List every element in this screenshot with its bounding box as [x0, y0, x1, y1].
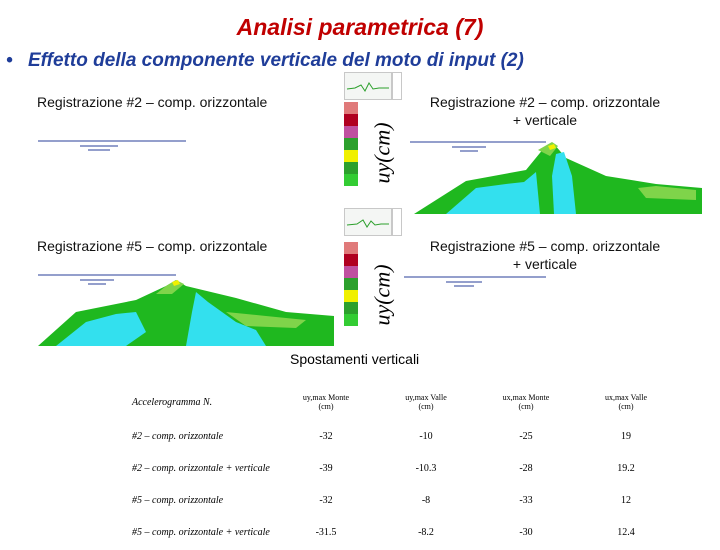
table-row: #2 – comp. orizzontale + verticale -39 -…: [128, 450, 676, 486]
cell-ux-monte: -33: [519, 494, 533, 506]
results-table: Accelerogramma N. uy,max Monte (cm) uy,m…: [128, 382, 676, 550]
label-line-1: Registrazione #2 – comp. orizzontale: [429, 94, 661, 110]
label-rec5-horizontal: Registrazione #5 – comp. orizzontale: [37, 238, 268, 254]
dam-section-top-right: [410, 141, 702, 214]
cell-uy-monte: -32: [319, 430, 333, 442]
cell-uy-monte: -39: [319, 462, 333, 474]
cell-uy-monte: -32: [319, 494, 333, 506]
input-motion-thumbnail-bottom: [344, 208, 392, 236]
cell-ux-monte: -25: [519, 430, 533, 442]
header-ux-monte: ux,max Monte (cm): [476, 382, 576, 422]
water-level-symbol-bottom-right: [404, 276, 546, 287]
slide-title: Analisi parametrica (7): [236, 14, 484, 40]
label-line-1: Registrazione #5 – comp. orizzontale: [429, 238, 661, 254]
legend-axis-label-bottom: uy(cm): [369, 264, 395, 326]
header-main: ux,max Valle: [604, 393, 648, 402]
cell-ux-valle: 19.2: [617, 462, 635, 474]
cell-uy-valle: -8: [421, 494, 431, 506]
header-unit: (cm): [418, 402, 434, 411]
cell-ux-valle: 12: [621, 494, 631, 506]
water-level-symbol-top-left: [38, 140, 186, 151]
header-main: uy,max Valle: [405, 393, 447, 402]
table-row: #2 – comp. orizzontale -32 -10 -25 19: [128, 422, 676, 450]
header-main: uy,max Monte: [302, 393, 350, 402]
table-header-row: Accelerogramma N. uy,max Monte (cm) uy,m…: [128, 382, 676, 422]
dam-section-bottom-left: [38, 274, 334, 346]
bullet-text: Effetto della componente verticale del m…: [28, 50, 524, 71]
table-title: Spostamenti verticali: [290, 351, 420, 367]
header-uy-valle: uy,max Valle (cm): [376, 382, 476, 422]
legend-axis-label-top: uy(cm): [369, 122, 395, 184]
cell-ux-valle: 12.4: [617, 526, 635, 538]
header-main: ux,max Monte: [502, 393, 550, 402]
table-row: #5 – comp. orizzontale -32 -8 -33 12: [128, 486, 676, 514]
header-uy-monte: uy,max Monte (cm): [276, 382, 376, 422]
row-label: #2 – comp. orizzontale + verticale: [132, 462, 270, 474]
row-label: #2 – comp. orizzontale: [132, 430, 224, 442]
header-unit: (cm): [518, 402, 534, 411]
row-label: #5 – comp. orizzontale + verticale: [132, 526, 270, 538]
thumbnail-border: [392, 72, 402, 100]
color-legend-bottom: [344, 242, 358, 326]
table-row: #5 – comp. orizzontale + verticale -31.5…: [128, 514, 676, 550]
cell-uy-monte: -31.5: [315, 526, 337, 538]
header-unit: (cm): [618, 402, 634, 411]
header-ux-valle: ux,max Valle (cm): [576, 382, 676, 422]
thumbnail-border: [392, 208, 402, 236]
label-line-2: + verticale: [512, 112, 578, 128]
header-unit: (cm): [318, 402, 334, 411]
label-rec2-horizontal-vertical: Registrazione #2 – comp. orizzontale + v…: [400, 93, 690, 129]
color-legend-top: [344, 102, 358, 186]
label-rec5-horizontal-vertical: Registrazione #5 – comp. orizzontale + v…: [400, 237, 690, 273]
label-line-2: + verticale: [512, 256, 578, 272]
cell-uy-valle: -10: [419, 430, 433, 442]
cell-uy-valle: -10.3: [415, 462, 437, 474]
bullet-point: • Effetto della componente verticale del …: [6, 50, 524, 72]
cell-ux-valle: 19: [621, 430, 631, 442]
label-rec2-horizontal: Registrazione #2 – comp. orizzontale: [37, 94, 268, 110]
header-accelerogram: Accelerogramma N.: [132, 396, 213, 408]
bullet-symbol: •: [6, 50, 13, 71]
cell-ux-monte: -30: [519, 526, 533, 538]
input-motion-thumbnail-top: [344, 72, 392, 100]
cell-uy-valle: -8.2: [418, 526, 434, 538]
cell-ux-monte: -28: [519, 462, 533, 474]
row-label: #5 – comp. orizzontale: [132, 494, 224, 506]
